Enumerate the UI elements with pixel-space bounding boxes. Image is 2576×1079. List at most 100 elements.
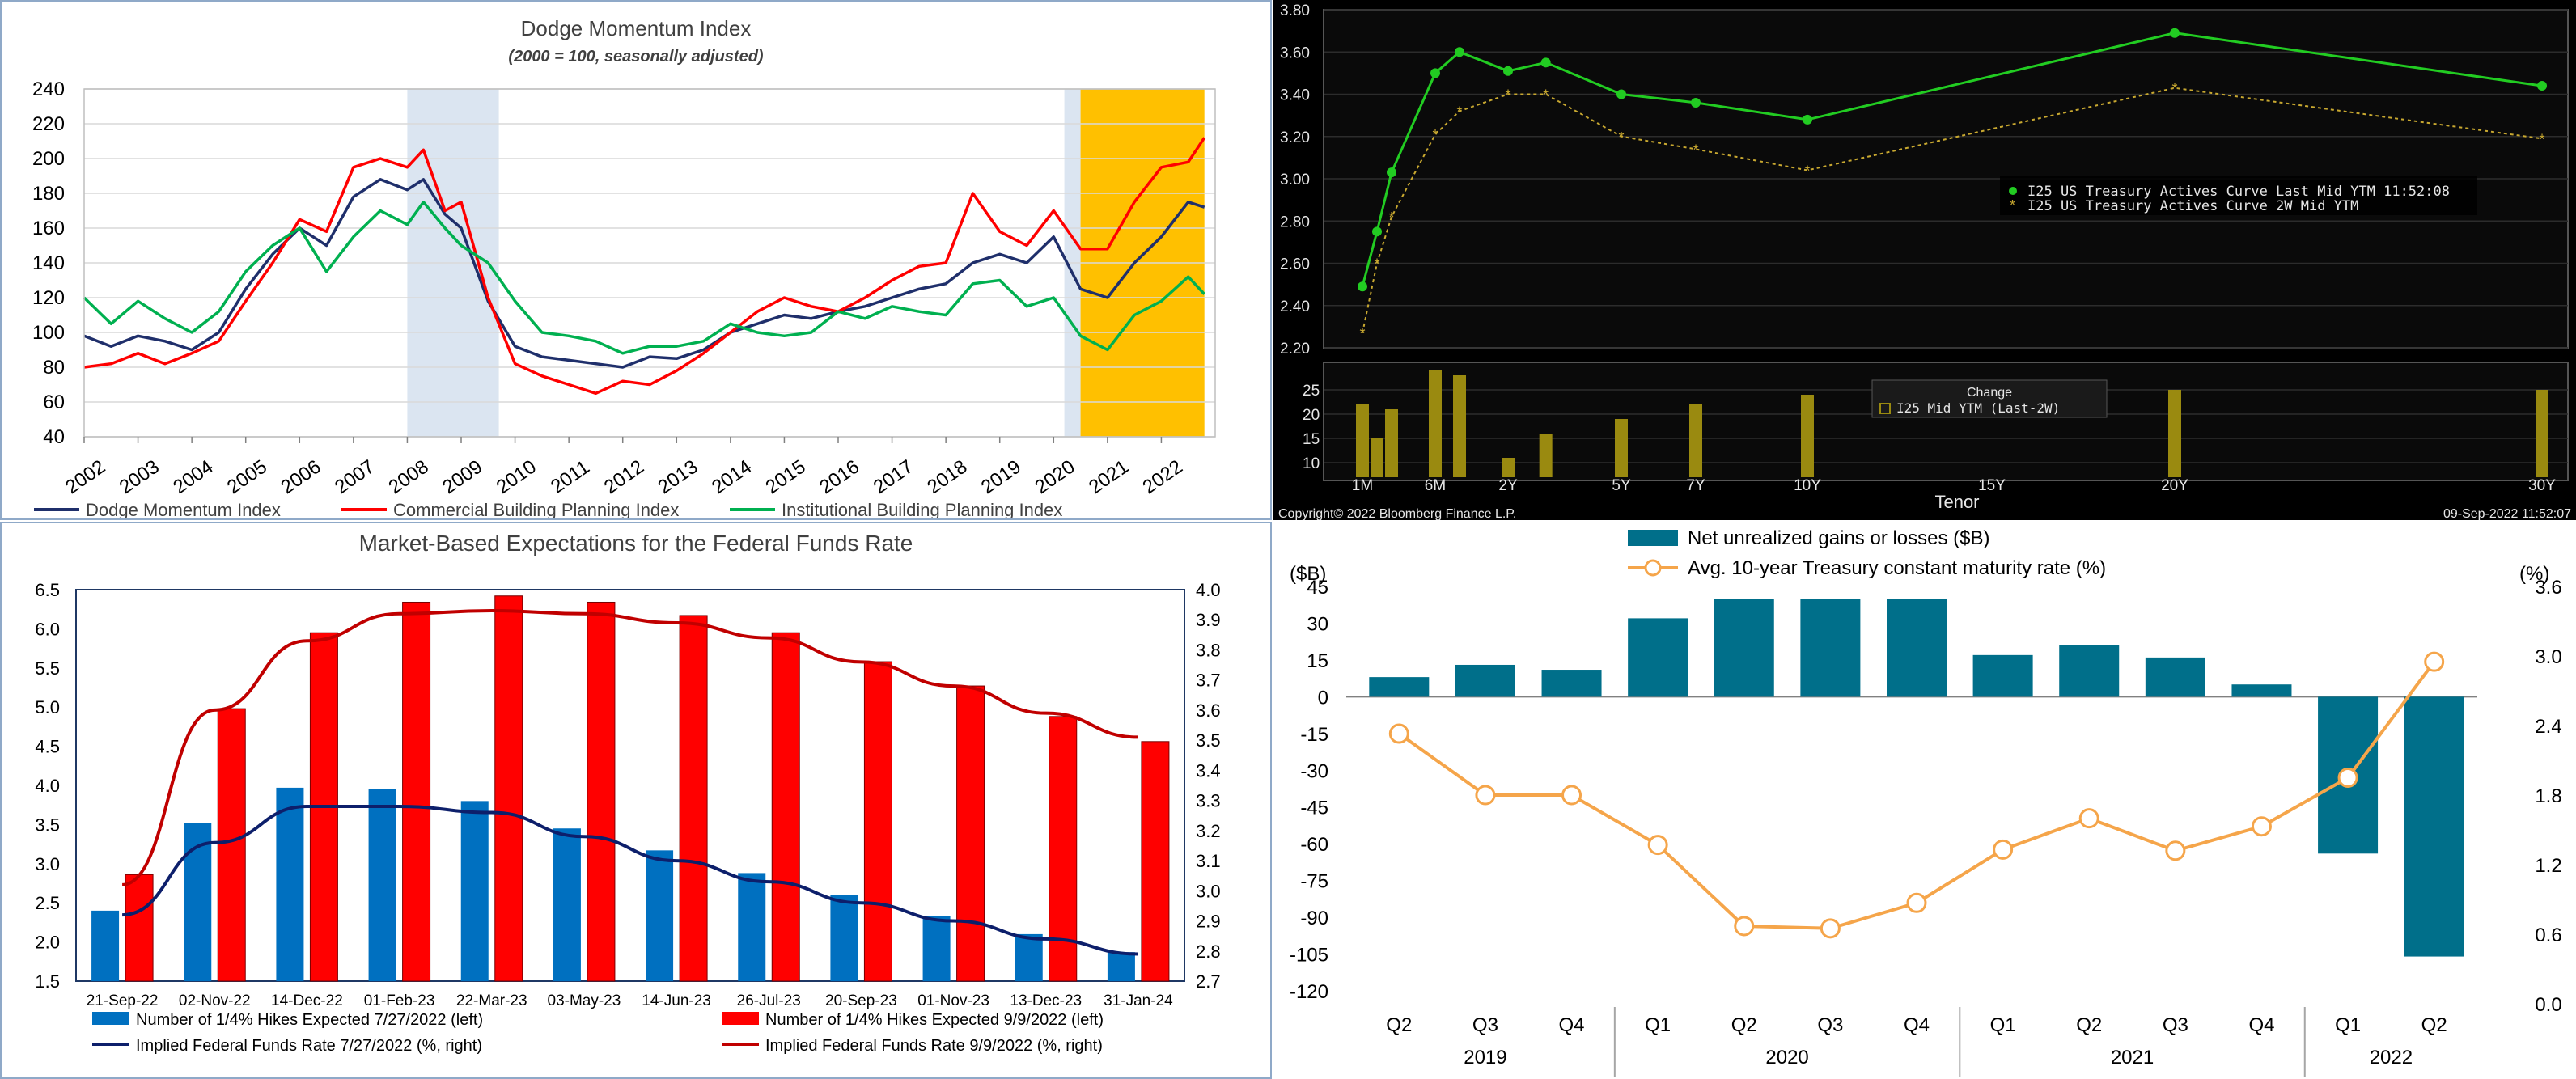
x-tick-label: 2009: [439, 455, 486, 498]
bar-series-0: [1015, 933, 1043, 981]
y-tick-label: 15: [1303, 431, 1320, 448]
change-bar: [1385, 409, 1398, 477]
gain-bar: [2145, 657, 2205, 697]
legend-label: Institutional Building Planning Index: [782, 500, 1062, 518]
bar-series-0: [91, 910, 120, 981]
bar-series-1: [679, 615, 708, 982]
y-left-tick-label: 0: [1318, 687, 1328, 709]
curve-point-star: *: [1432, 127, 1438, 143]
y-tick-label: 180: [32, 183, 65, 205]
x-tick-label: 5Y: [1612, 477, 1631, 494]
y-tick-label: 3.00: [1280, 171, 1310, 188]
curve-point-star: *: [2171, 81, 2177, 97]
x-tick-label: 03-May-23: [548, 992, 621, 1009]
curve-point: [1430, 68, 1440, 78]
rate-point: [1820, 918, 1841, 939]
bar-series-1: [1049, 716, 1078, 982]
change-bar: [1429, 370, 1442, 477]
chart-subtitle: (2000 = 100, seasonally adjusted): [508, 48, 764, 66]
change-bar: [1801, 395, 1814, 477]
y-left-tick-label: 1.5: [35, 971, 60, 992]
x-tick-label: 2012: [600, 455, 648, 498]
unrealized-gains-panel: Net unrealized gains or losses ($B) Avg. …: [1273, 522, 2576, 1079]
y-tick-label: 100: [32, 322, 65, 344]
fed-funds-chart: Market-Based Expectations for the Federa…: [35, 531, 1221, 1055]
x-axis-label: Tenor: [1934, 492, 1979, 512]
y-left-tick-label: 5.0: [35, 697, 60, 717]
chart-title: Dodge Momentum Index: [521, 16, 752, 40]
x-tick-label: 22-Mar-23: [456, 992, 527, 1009]
legend-label: I25 US Treasury Actives Curve Last Mid Y…: [2027, 184, 2450, 200]
gain-bar: [1541, 670, 1602, 697]
x-tick-label: Q2: [2421, 1014, 2447, 1036]
x-tick-label: 2014: [708, 455, 756, 498]
y-right-tick-label: 3.7: [1196, 671, 1221, 691]
dodge-momentum-panel: Dodge Momentum Index (2000 = 100, season…: [0, 0, 1272, 520]
gain-bar: [1628, 618, 1688, 697]
curve-point-star: *: [1505, 87, 1510, 104]
y-left-tick-label: -30: [1300, 760, 1328, 782]
y-left-tick-label: -75: [1300, 871, 1328, 893]
x-tick-label: 01-Feb-23: [364, 992, 435, 1009]
rate-point: [1734, 916, 1755, 937]
x-tick-label: 14-Dec-22: [271, 992, 343, 1009]
year-label: 2021: [2111, 1047, 2154, 1068]
y-right-tick-label: 2.9: [1196, 912, 1221, 932]
x-tick-label: 2017: [870, 455, 917, 498]
x-tick-label: 2021: [1085, 455, 1133, 498]
x-tick-label: 14-Jun-23: [642, 992, 711, 1009]
curve-point: [1803, 114, 1812, 125]
x-tick-label: 2004: [169, 455, 217, 498]
copyright-text: Copyright© 2022 Bloomberg Finance L.P.: [1278, 507, 1516, 520]
y-left-tick-label: -15: [1300, 724, 1328, 746]
y-tick-label: 2.60: [1280, 256, 1310, 273]
bar-series-0: [830, 895, 858, 981]
y-left-tick-label: 6.0: [35, 619, 60, 639]
curve-point: [2170, 28, 2180, 38]
y-left-tick-label: 4.5: [35, 737, 60, 757]
bar-series-1: [956, 685, 985, 982]
curve-point-star: *: [1618, 129, 1624, 146]
legend-label: I25 US Treasury Actives Curve 2W Mid YTM: [2027, 198, 2358, 214]
x-tick-label: 01-Nov-23: [917, 992, 989, 1009]
bar-series-1: [1141, 741, 1170, 982]
legend-swatch: [722, 1012, 759, 1025]
curve-point: [2537, 81, 2547, 91]
x-tick-label: 2006: [277, 455, 324, 498]
x-tick-label: Q2: [2076, 1014, 2102, 1036]
gain-bar: [2231, 684, 2292, 697]
x-tick-label: 2018: [923, 455, 971, 498]
y-left-tick-label: 2.0: [35, 933, 60, 953]
x-tick-label: 20-Sep-23: [825, 992, 897, 1009]
series-line-2: [83, 201, 1205, 355]
x-tick-label: Q4: [2248, 1014, 2274, 1036]
legend-box: [2000, 176, 2477, 215]
y-left-tick-label: 3.0: [35, 854, 60, 874]
chart-title: Market-Based Expectations for the Federa…: [359, 531, 913, 556]
y-right-tick-label: 1.2: [2535, 855, 2561, 877]
x-tick-label: 26-Jul-23: [737, 992, 801, 1009]
rate-point: [1475, 785, 1496, 806]
x-tick-label: Q3: [2163, 1014, 2188, 1036]
change-bar: [1539, 434, 1553, 477]
x-tick-label: 21-Sep-22: [87, 992, 159, 1009]
x-tick-label: 13-Dec-23: [1010, 992, 1082, 1009]
y-tick-label: 2.40: [1280, 298, 1310, 315]
treasury-curve-panel: * * * * * * * * * * * * 10 15 20 25 Change I25 Mid YTM (…: [1273, 0, 2576, 520]
y-right-tick-label: 2.4: [2535, 716, 2561, 738]
curve-point: [1691, 97, 1701, 108]
x-tick-label: 15Y: [1978, 477, 2006, 494]
bar-series-0: [276, 787, 304, 981]
x-tick-label: Q4: [1559, 1014, 1585, 1036]
change-bar: [2168, 390, 2181, 477]
x-tick-label: 7Y: [1686, 477, 1705, 494]
y-right-tick-label: 3.0: [2535, 646, 2561, 668]
rate-point: [2165, 840, 2186, 861]
legend-label: Implied Federal Funds Rate 7/27/2022 (%,…: [136, 1037, 482, 1055]
y-left-tick-label: -120: [1290, 981, 1328, 1003]
y-right-tick-label: 3.1: [1196, 851, 1221, 871]
gain-bar: [2404, 696, 2464, 957]
x-tick-label: Q1: [1645, 1014, 1671, 1036]
y-left-tick-label: 2.5: [35, 893, 60, 913]
x-tick-label: 20Y: [2161, 477, 2188, 494]
